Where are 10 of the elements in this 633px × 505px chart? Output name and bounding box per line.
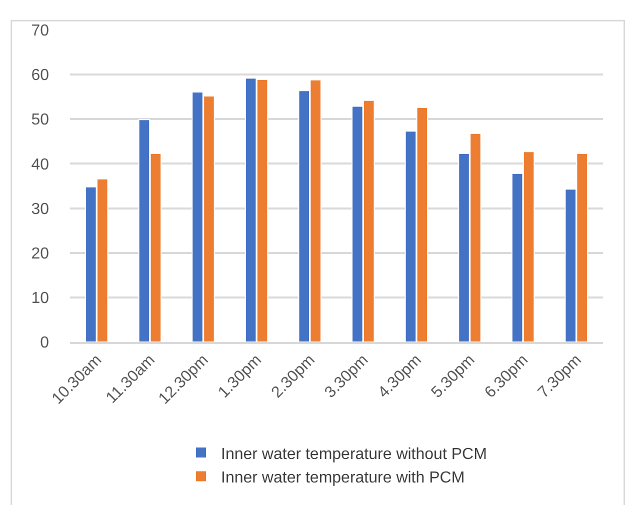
- y-tick-label: 30: [31, 200, 50, 218]
- y-tick-label: 40: [31, 156, 50, 174]
- y-tick-label: 50: [31, 112, 50, 129]
- y-tick-label: 0: [40, 334, 50, 352]
- y-tick-label: 70: [31, 22, 50, 40]
- legend-label: Inner water temperature without PCM: [221, 446, 487, 463]
- y-tick-label: 60: [31, 67, 50, 84]
- y-tick-label: 20: [31, 245, 50, 262]
- y-tick-label: 10: [31, 290, 50, 308]
- legend-label: Inner water temperature with PCM: [221, 470, 465, 487]
